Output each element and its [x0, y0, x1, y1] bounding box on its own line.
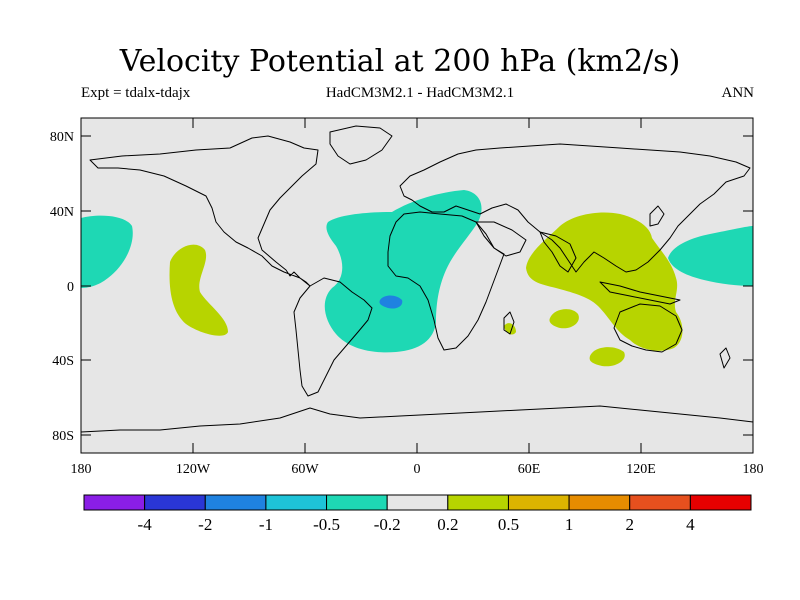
negative-region-atlantic-africa	[324, 190, 482, 353]
colorbar-label: 4	[686, 515, 695, 534]
coastline-arabia	[475, 221, 527, 257]
coastline-south-america	[293, 277, 373, 397]
lat-tick-label: 80N	[50, 130, 74, 145]
positive-region-south-indian-ocean-2	[589, 347, 625, 367]
coastline-maritime-continent	[599, 281, 681, 305]
lon-tick-label: 60W	[291, 462, 319, 477]
lon-tick-label: 180	[71, 462, 92, 477]
coastline-eurasia	[399, 143, 751, 273]
colorbar-swatch	[689, 494, 752, 511]
colorbar-label: 0.2	[437, 515, 458, 534]
coastline-australia	[613, 303, 683, 353]
colorbar-label: 0.5	[498, 515, 519, 534]
coastline-antarctica	[80, 405, 754, 433]
lon-tick-label: 60E	[518, 462, 541, 477]
colorbar: -4 -2 -1 -0.5 -0.2 0.2 0.5 1 2 4	[83, 494, 752, 534]
lon-tick-label: 120W	[176, 462, 211, 477]
anomaly-regions	[81, 190, 753, 367]
coastline-india	[539, 231, 577, 273]
colorbar-label: -2	[198, 515, 212, 534]
colorbar-swatch	[507, 494, 570, 511]
colorbar-swatch	[629, 494, 691, 511]
coastlines	[80, 125, 754, 433]
colorbar-label: -0.2	[374, 515, 401, 534]
positive-region-south-indian-ocean	[549, 309, 579, 329]
negative-region-west-pacific	[668, 226, 753, 286]
lat-tick-label: 40N	[50, 205, 74, 220]
lon-tick-label: 180	[743, 462, 764, 477]
positive-region-asia-indian-ocean	[526, 212, 683, 351]
lon-axis	[80, 118, 642, 453]
colorbar-swatch	[447, 494, 509, 511]
negative-region-core	[379, 295, 403, 309]
coastline-new-zealand	[719, 347, 731, 369]
coastline-greenland	[329, 125, 393, 165]
colorbar-label: 1	[565, 515, 574, 534]
chart-title: Velocity Potential at 200 hPa (km2/s)	[119, 44, 681, 79]
lat-axis	[81, 135, 753, 436]
colorbar-swatch	[568, 494, 631, 511]
lon-tick-label: 120E	[626, 462, 656, 477]
colorbar-swatch	[386, 494, 449, 511]
coastline-north-america	[89, 135, 319, 287]
colorbar-label: -1	[259, 515, 273, 534]
experiment-label: Expt = tdalx-tdajx	[81, 85, 191, 101]
colorbar-swatch	[326, 494, 388, 511]
colorbar-label: 2	[625, 515, 634, 534]
colorbar-swatch	[83, 494, 146, 511]
colorbar-label: -4	[138, 515, 153, 534]
lon-tick-label: 0	[414, 462, 421, 477]
colorbar-swatch	[265, 494, 328, 511]
season-label: ANN	[721, 85, 755, 101]
model-label: HadCM3M2.1 - HadCM3M2.1	[325, 85, 515, 101]
lat-tick-label: 40S	[52, 354, 74, 369]
colorbar-label: -0.5	[313, 515, 340, 534]
lat-tick-label: 80S	[52, 429, 74, 444]
positive-region-central-pacific	[169, 244, 228, 336]
lat-tick-label: 0	[67, 280, 74, 295]
colorbar-swatch	[144, 494, 206, 511]
coastline-japan	[649, 205, 665, 227]
negative-region-north-pacific-east	[81, 215, 133, 288]
coastline-madagascar	[503, 311, 515, 335]
colorbar-swatch	[204, 494, 267, 511]
